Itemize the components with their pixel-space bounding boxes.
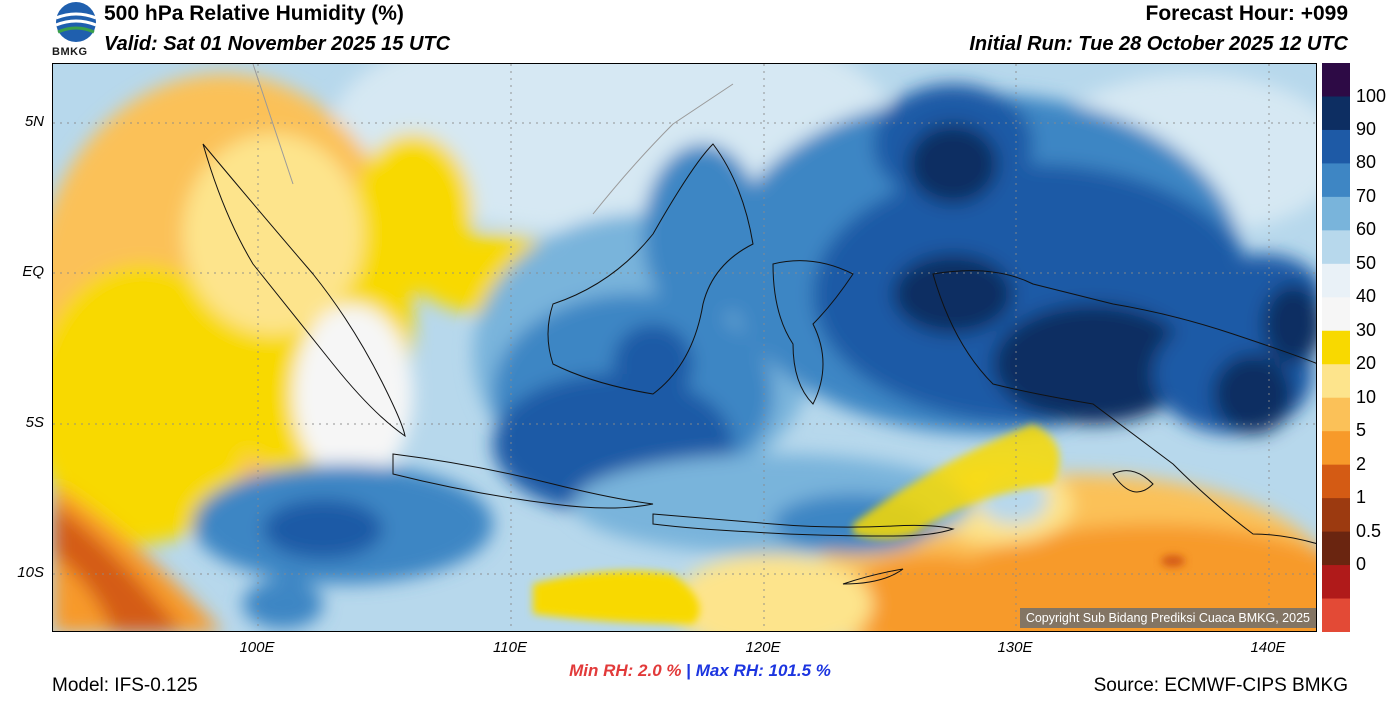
colorbar-swatch — [1322, 397, 1350, 432]
colorbar-label: 20 — [1356, 353, 1377, 374]
colorbar-swatch — [1322, 364, 1350, 399]
colorbar-label: 70 — [1356, 185, 1377, 206]
colorbar-label: 0 — [1356, 554, 1367, 575]
colorbar-swatch — [1322, 263, 1350, 298]
model-name: Model: IFS-0.125 — [52, 675, 198, 696]
colorbar-swatch — [1322, 464, 1350, 499]
colorbar-label: 30 — [1356, 319, 1377, 340]
max-rh-value: 101.5 % — [768, 661, 831, 680]
rh-stats: Min RH: 2.0 % | Max RH: 101.5 % — [0, 661, 1400, 681]
colorbar-swatch — [1322, 230, 1350, 265]
colorbar-swatch — [1322, 431, 1350, 466]
colorbar-label: 40 — [1356, 286, 1377, 307]
colorbar-label: 90 — [1356, 118, 1377, 139]
colorbar-swatch — [1322, 196, 1350, 231]
colorbar-swatch — [1322, 598, 1350, 633]
min-rh-value: 2.0 % — [638, 661, 682, 680]
valid-time: Valid: Sat 01 November 2025 15 UTC — [104, 33, 451, 55]
forecast-hour: Forecast Hour: +099 — [1145, 2, 1349, 25]
colorbar-label: 0.5 — [1356, 520, 1382, 541]
colorbar-label: 50 — [1356, 252, 1377, 273]
lat-label-10s: 10S — [17, 564, 44, 581]
colorbar-swatch — [1322, 163, 1350, 198]
colorbar-label: 10 — [1356, 386, 1377, 407]
colorbar-swatch — [1322, 531, 1350, 566]
colorbar — [1322, 63, 1350, 633]
max-rh-label: Max RH: — [695, 661, 764, 680]
colorbar-swatch — [1322, 330, 1350, 365]
colorbar-label: 1 — [1356, 487, 1367, 508]
lon-label-100e: 100E — [239, 639, 275, 656]
lon-label-140e: 140E — [1250, 639, 1286, 656]
lon-label-110e: 110E — [493, 639, 527, 656]
colorbar-swatches — [1322, 63, 1350, 633]
humidity-field — [53, 64, 1316, 631]
lat-label-5s: 5S — [25, 414, 44, 431]
initial-run: Initial Run: Tue 28 October 2025 12 UTC — [969, 33, 1348, 55]
colorbar-label: 60 — [1356, 219, 1377, 240]
colorbar-label: 80 — [1356, 152, 1377, 173]
logo-text: BMKG — [52, 46, 88, 58]
colorbar-label: 2 — [1356, 453, 1367, 474]
lon-label-120e: 120E — [745, 639, 781, 656]
lat-label-eq: EQ — [22, 263, 44, 280]
lon-label-130e: 130E — [997, 639, 1033, 656]
humidity-map — [52, 63, 1317, 632]
lat-label-5n: 5N — [24, 113, 44, 130]
data-source: Source: ECMWF-CIPS BMKG — [1093, 675, 1348, 696]
bmkg-logo: BMKG — [50, 0, 102, 62]
colorbar-swatch — [1322, 63, 1350, 97]
min-rh-label: Min RH: — [569, 661, 634, 680]
colorbar-swatch — [1322, 498, 1350, 533]
colorbar-swatch — [1322, 297, 1350, 332]
colorbar-label: 5 — [1356, 420, 1367, 441]
colorbar-label: 100 — [1356, 85, 1387, 106]
stats-separator: | — [686, 661, 692, 680]
chart-title: 500 hPa Relative Humidity (%) — [104, 2, 404, 25]
colorbar-swatch — [1322, 129, 1350, 164]
colorbar-swatch — [1322, 96, 1350, 131]
copyright-notice: Copyright Sub Bidang Prediksi Cuaca BMKG… — [1019, 608, 1316, 628]
colorbar-swatch — [1322, 565, 1350, 600]
